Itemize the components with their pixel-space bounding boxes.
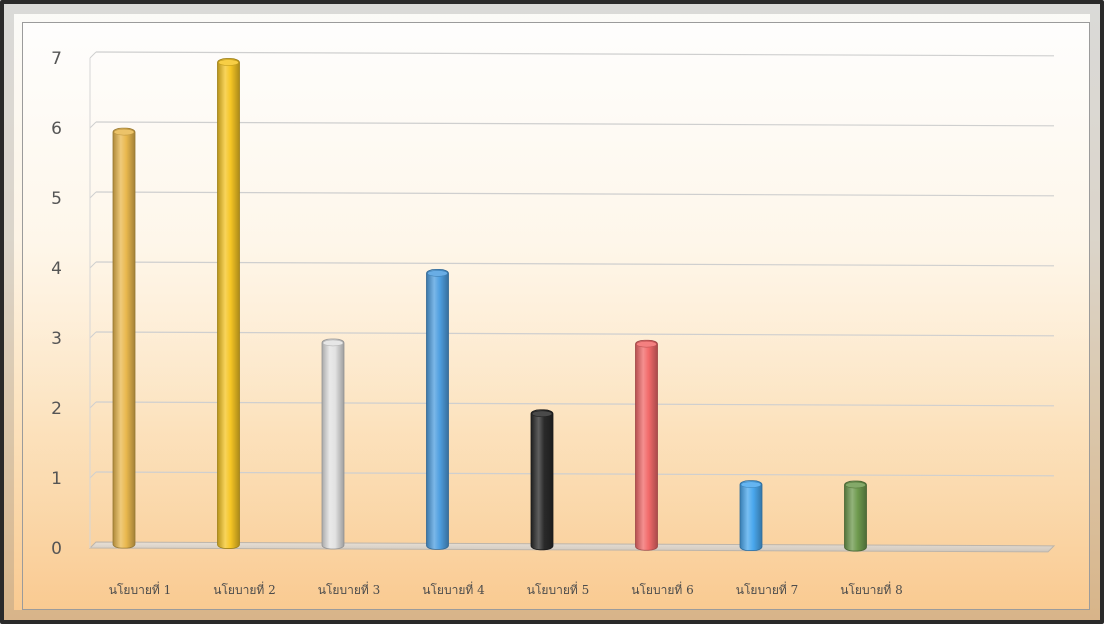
bar-cap-8 bbox=[845, 481, 866, 489]
y-tick-label-5: 5 bbox=[51, 189, 62, 209]
bar-1 bbox=[112, 127, 136, 549]
y-tick-label-0: 0 bbox=[51, 539, 62, 559]
gridline-2 bbox=[95, 401, 1055, 407]
bar-3 bbox=[321, 338, 345, 550]
bar-4 bbox=[426, 268, 449, 550]
gridline-connector-7 bbox=[89, 51, 97, 59]
category-label-1: นโยบายที่ 1 bbox=[109, 581, 171, 597]
category-label-3: นโยบายที่ 3 bbox=[318, 581, 380, 597]
gridline-connector-4 bbox=[89, 261, 97, 269]
category-label-8: นโยบายที่ 8 bbox=[840, 581, 902, 597]
bar-cap-7 bbox=[740, 481, 762, 488]
bar-cap-3 bbox=[322, 339, 344, 347]
y-tick-label-6: 6 bbox=[51, 119, 62, 139]
category-label-7: นโยบายที่ 7 bbox=[736, 581, 798, 597]
y-tick-label-7: 7 bbox=[51, 49, 62, 69]
bar-8 bbox=[844, 480, 867, 552]
category-label-5: นโยบายที่ 5 bbox=[527, 581, 589, 597]
gridline-6 bbox=[95, 121, 1055, 127]
gridline-connector-2 bbox=[89, 401, 97, 409]
gridline-connector-1 bbox=[89, 471, 97, 479]
bar-5 bbox=[530, 409, 554, 551]
category-label-4: นโยบายที่ 4 bbox=[422, 581, 485, 597]
gridline-7 bbox=[95, 51, 1055, 57]
y-tick-label-3: 3 bbox=[51, 329, 62, 349]
gridline-connector-5 bbox=[89, 191, 97, 199]
y-tick-label-2: 2 bbox=[51, 399, 62, 419]
bar-6 bbox=[635, 339, 658, 551]
bars bbox=[112, 58, 867, 552]
bar-cap-2 bbox=[218, 59, 239, 66]
gridline-connector-6 bbox=[89, 121, 97, 129]
bar-cap-6 bbox=[636, 340, 657, 348]
gridline-3 bbox=[95, 331, 1055, 337]
grid-lines bbox=[89, 51, 1055, 479]
category-label-2: นโยบายที่ 2 bbox=[213, 581, 275, 597]
gridline-5 bbox=[95, 191, 1055, 197]
bar-2 bbox=[217, 58, 240, 549]
labels: 0 1 2 3 4 5 6 7 นโยบายที่ 1 นโยบายที่ 2 นโยบายที่ … bbox=[51, 49, 903, 597]
y-tick-label-1: 1 bbox=[51, 469, 62, 489]
bar-7 bbox=[739, 480, 763, 552]
bar-cap-1 bbox=[113, 128, 135, 136]
category-label-6: นโยบายที่ 6 bbox=[631, 581, 693, 597]
gridline-1 bbox=[95, 471, 1055, 477]
chart-panel bbox=[22, 22, 1090, 610]
gridline-4 bbox=[95, 261, 1055, 267]
bar-cap-4 bbox=[427, 270, 448, 277]
gridline-connector-3 bbox=[89, 331, 97, 339]
y-tick-label-4: 4 bbox=[51, 259, 62, 279]
bar-cap-5 bbox=[531, 410, 553, 418]
